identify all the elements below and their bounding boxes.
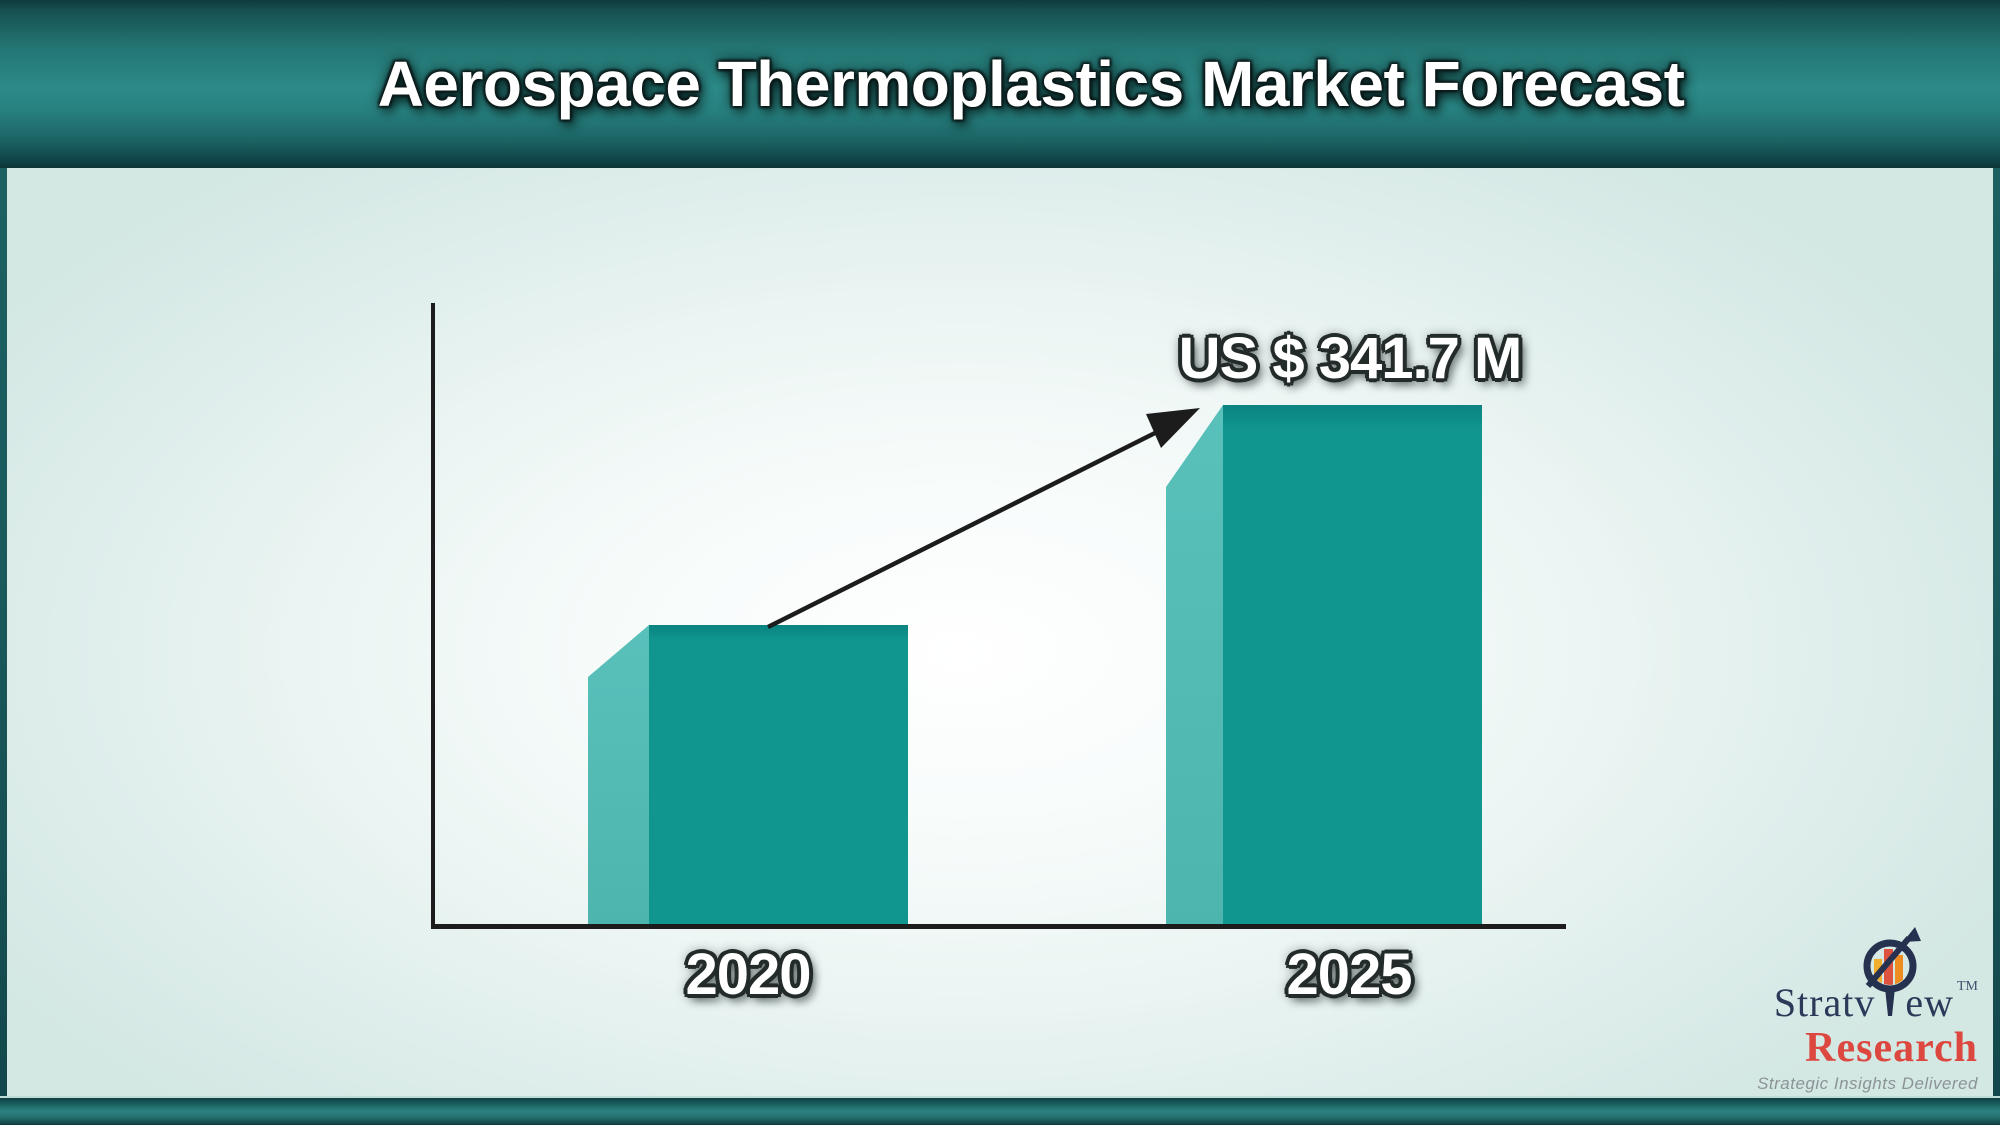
magnifier-chart-icon — [1863, 927, 1922, 1016]
sub-brand-text: Research — [1805, 1025, 1978, 1071]
x-tick-2025: 2025 — [1286, 942, 1412, 1007]
stratview-research-logo: Stratv ew TM Research Strategic Insights … — [1757, 927, 1978, 1093]
left-border — [0, 0, 7, 1125]
brand-line: Stratv ew TM — [1757, 927, 1978, 1025]
sub-brand-line: Research — [1757, 1027, 1978, 1069]
chart-background — [0, 168, 2000, 1098]
logo-tagline: Strategic Insights Delivered — [1757, 1074, 1978, 1093]
trademark-symbol: TM — [1957, 979, 1978, 994]
x-tick-2020: 2020 — [685, 942, 811, 1007]
tagline-line: Strategic Insights Delivered — [1757, 1075, 1978, 1093]
right-border — [1993, 0, 2000, 1125]
footer-band — [0, 1096, 2000, 1125]
header-band: Aerospace Thermoplastics Market Forecast — [0, 0, 2000, 168]
logo-arrow-head — [1903, 927, 1922, 942]
brand-text-right: ew — [1905, 980, 1954, 1025]
brand-text-left: Stratv — [1773, 980, 1876, 1025]
magnifier-handle — [1885, 988, 1896, 1016]
value-label-2025: US $ 341.7 M — [1178, 326, 1523, 391]
page-title: Aerospace Thermoplastics Market Forecast — [377, 48, 1685, 120]
